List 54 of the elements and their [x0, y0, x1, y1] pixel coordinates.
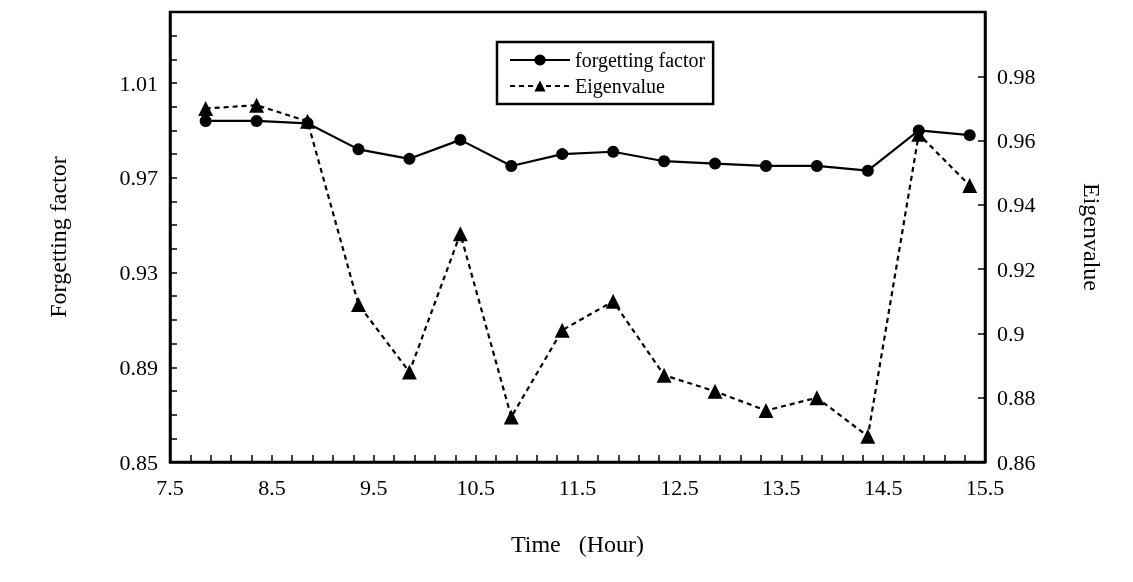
y-tick-label: 0.85	[119, 449, 158, 475]
point	[809, 390, 825, 406]
y2-axis-title: Eigenvalue	[1079, 183, 1105, 291]
point	[454, 133, 467, 146]
point	[301, 117, 314, 130]
point	[963, 129, 976, 142]
x-tick-label: 11.5	[558, 474, 597, 500]
point	[249, 97, 265, 113]
legend-label: Eigenvalue	[575, 75, 666, 98]
y-tick-label: 0.89	[119, 354, 158, 380]
x-tick-label: 7.5	[156, 474, 184, 500]
point	[198, 100, 214, 116]
point	[707, 383, 723, 399]
y2-tick-label: 0.98	[997, 63, 1036, 89]
y2-tick-label: 0.94	[997, 192, 1036, 218]
point	[658, 155, 671, 168]
point	[607, 145, 620, 158]
y2-tick-label: 0.92	[997, 256, 1036, 282]
point	[709, 157, 722, 170]
point	[758, 403, 774, 419]
point	[350, 297, 366, 312]
point	[556, 148, 569, 161]
y-tick-label: 0.93	[119, 260, 158, 286]
x-tick-label: 8.5	[258, 474, 286, 500]
y-tick-label: 0.97	[119, 165, 158, 191]
x-tick-label: 9.5	[360, 474, 388, 500]
point	[505, 159, 518, 172]
point	[452, 226, 468, 242]
point	[403, 152, 416, 165]
x-tick-label: 12.5	[660, 474, 699, 500]
x-axis-title: Time (Hour)	[510, 531, 645, 557]
point	[861, 164, 874, 177]
x-tick-label: 10.5	[456, 474, 495, 500]
y-axis-title: Forgetting factor	[45, 156, 71, 318]
point	[656, 367, 672, 383]
point	[759, 159, 772, 172]
x-tick-label: 14.5	[863, 474, 903, 500]
point	[401, 364, 417, 380]
point	[810, 159, 823, 172]
point	[503, 409, 519, 425]
y2-tick-label: 0.96	[997, 128, 1036, 154]
point	[554, 322, 570, 338]
y2-tick-label: 0.9	[997, 320, 1025, 346]
y-tick-label: 1.01	[119, 70, 158, 96]
point	[605, 293, 621, 309]
point	[250, 114, 263, 127]
legend-label: forgetting factor	[575, 49, 706, 72]
x-tick-label: 15.5	[965, 474, 1005, 500]
y2-tick-label: 0.88	[997, 385, 1036, 411]
x-tick-label: 13.5	[762, 474, 801, 500]
point	[962, 178, 978, 194]
y2-tick-label: 0.86	[997, 449, 1036, 475]
point	[860, 428, 876, 444]
point	[352, 143, 365, 156]
